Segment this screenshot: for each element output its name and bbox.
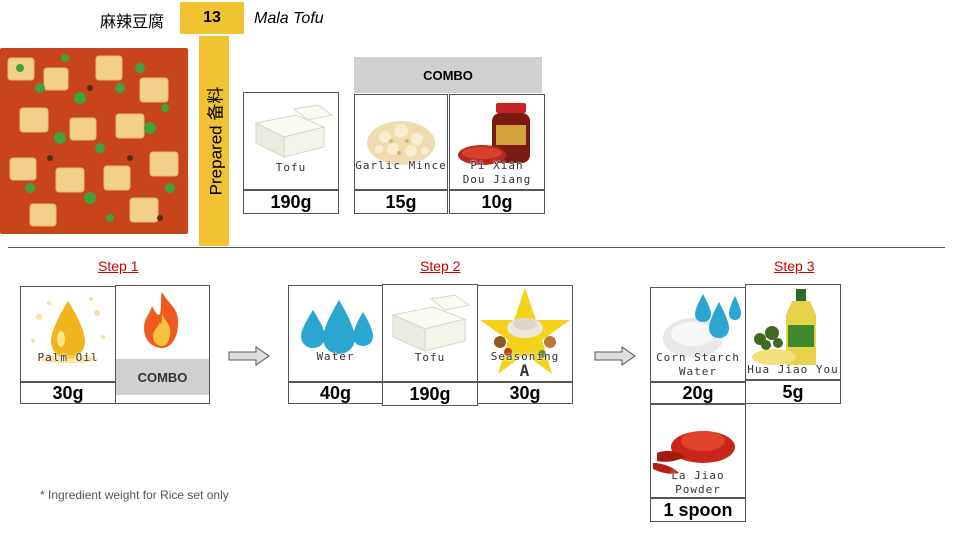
step3-corn-starch-weight: 20g — [650, 382, 746, 404]
dish-chinese-name: 麻辣豆腐 — [100, 14, 165, 31]
prepared-pixian-tile: Pi Xian Dou Jiang — [449, 94, 545, 190]
tofu-icon — [254, 104, 334, 158]
arrow-right-icon — [594, 346, 636, 366]
step1-palm-oil-weight: 30g — [20, 382, 116, 404]
step3-la-jiao-weight: 1 spoon — [650, 498, 746, 522]
seasoning-star-icon — [480, 288, 570, 374]
sichuan-pepper-oil-icon — [752, 289, 816, 365]
step3-corn-starch-label-line2: Water — [678, 365, 718, 378]
step3-hua-jiao-tile: Hua Jiao You — [745, 284, 841, 380]
prepared-combo-header: COMBO — [354, 57, 542, 93]
step-1-title: Step 1 — [98, 258, 139, 274]
corn-starch-water-icon — [663, 294, 741, 358]
footnote: * Ingredient weight for Rice set only — [40, 488, 229, 502]
arrow-right-icon — [228, 346, 270, 366]
prepared-section-label: Prepared 备料 — [199, 36, 229, 246]
step3-la-jiao-label-line1: La Jiao — [671, 469, 725, 482]
step2-seasoning-tile: Seasoning A — [477, 285, 573, 382]
prepared-garlic-weight: 15g — [354, 190, 448, 214]
step3-corn-starch-tile: Corn Starch Water — [650, 287, 746, 382]
garlic-mince-icon — [367, 121, 435, 165]
step1-palm-oil-label: Palm Oil — [37, 351, 99, 364]
step2-seasoning-letter: A — [519, 361, 531, 380]
prepared-pixian-label-line1: Pi Xian — [470, 159, 524, 172]
dish-english-name: Mala Tofu — [254, 10, 324, 27]
step2-seasoning-label: Seasoning — [490, 350, 560, 363]
prepared-tofu-tile: Tofu — [243, 92, 339, 190]
step2-seasoning-weight: 30g — [477, 382, 573, 404]
step3-hua-jiao-label: Hua Jiao You — [747, 363, 839, 376]
oil-drop-icon — [31, 297, 105, 363]
step3-hua-jiao-weight: 5g — [745, 380, 841, 404]
step1-palm-oil-tile: Palm Oil — [20, 286, 116, 382]
step2-tofu-label: Tofu — [414, 351, 446, 364]
section-divider — [8, 247, 945, 248]
prepared-tofu-weight: 190g — [243, 190, 339, 214]
prepared-garlic-label: Garlic Mince — [355, 159, 447, 172]
step2-water-tile: Water — [288, 285, 383, 382]
step1-fire-combo-tile: COMBO — [115, 285, 210, 404]
prepared-garlic-tile: Garlic Mince — [354, 94, 448, 190]
prepared-label-text: Prepared 备料 — [206, 86, 226, 196]
step-2-title: Step 2 — [420, 258, 461, 274]
step2-water-label: Water — [316, 350, 355, 363]
step-3-title: Step 3 — [774, 258, 815, 274]
tofu-icon — [391, 294, 471, 352]
step2-water-weight: 40g — [288, 382, 383, 404]
prepared-pixian-label-line2: Dou Jiang — [462, 173, 532, 186]
step2-tofu-weight: 190g — [382, 382, 478, 406]
chili-bean-paste-jar-icon — [458, 103, 530, 165]
step3-corn-starch-label-line1: Corn Starch — [656, 351, 740, 364]
step3-la-jiao-label-line2: Powder — [675, 483, 721, 496]
step1-fire-combo-label: COMBO — [116, 359, 209, 395]
dish-photo — [0, 48, 188, 234]
water-drops-icon — [301, 300, 373, 354]
step2-tofu-tile: Tofu — [382, 284, 478, 382]
chili-powder-icon — [653, 431, 735, 474]
prepared-tofu-label: Tofu — [275, 161, 307, 174]
prepared-pixian-weight: 10g — [449, 190, 545, 214]
dish-number-badge: 13 — [180, 2, 244, 34]
step3-la-jiao-tile: La Jiao Powder — [650, 404, 746, 498]
fire-icon — [144, 292, 179, 348]
